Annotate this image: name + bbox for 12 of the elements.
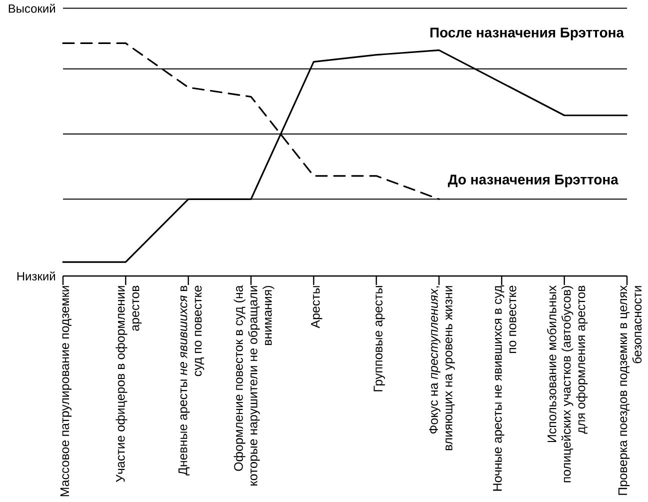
series-label: До назначения Брэттона [448,174,618,188]
x-tick-label: Участие офицеров в оформлении арестов [116,286,142,482]
x-tick-label: Массовое патрулирование подземки [60,286,72,496]
ref-line-label: Высокий [8,4,55,13]
series-label: После назначения Брэттона [430,28,624,40]
x-tick-label: Использование мобильных полицейских участков (автобусов) для оформления арестов [547,285,588,482]
x-tick-label: Ночные аресты не явившихся в суд по повестке [493,285,516,491]
x-tick-label: Групповые аресты [374,286,385,392]
x-tick-label: Аресты [311,286,322,328]
text: Низкий [17,272,55,280]
x-tick-label: Оформление повесток в суд (на которые нарушители не обращали внимания) [234,285,274,486]
x-tick-label: Проверка поездов подземки в целях безопасности [618,285,642,495]
